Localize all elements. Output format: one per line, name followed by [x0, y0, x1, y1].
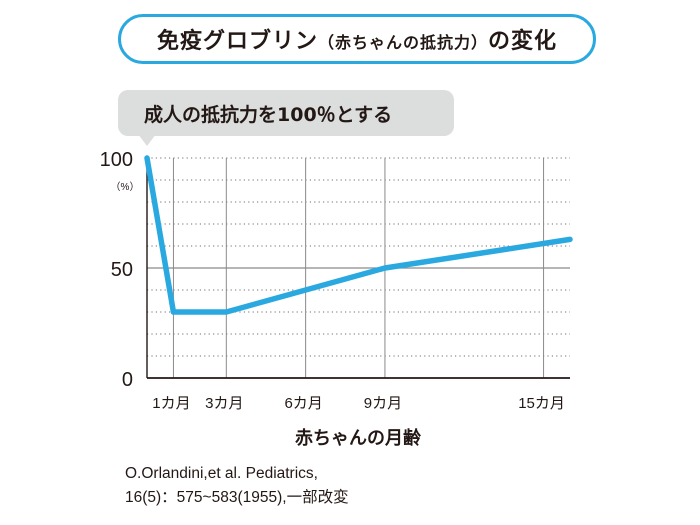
annotation-text: 成人の抵抗力を100％とする	[144, 103, 393, 126]
annotation-bubble-tail	[138, 134, 156, 146]
y-tick-label: 50	[111, 259, 133, 281]
x-tick-label: 6カ月	[284, 395, 322, 412]
annotation-bubble: 成人の抵抗力を100％とする	[118, 90, 454, 136]
x-axis-title: 赤ちゃんの月齢	[295, 427, 422, 449]
y-axis-unit-label: （%）	[111, 181, 140, 193]
series-line	[144, 155, 573, 315]
y-tick-label: 100	[100, 149, 133, 171]
citation: O.Orlandini,et al. Pediatrics, 16(5)：575…	[125, 462, 349, 510]
citation-line-1: O.Orlandini,et al. Pediatrics,	[125, 465, 318, 482]
chart-title: 免疫グロブリン（赤ちゃんの抵抗力）の変化	[157, 23, 557, 55]
citation-line-2: 16(5)：575~583(1955),一部改変	[125, 489, 349, 506]
chart-title-box: 免疫グロブリン（赤ちゃんの抵抗力）の変化	[118, 14, 596, 64]
x-tick-label: 3カ月	[205, 395, 243, 412]
x-tick-label: 1カ月	[152, 395, 190, 412]
title-suffix: の変化	[488, 29, 558, 54]
title-main: 免疫グロブリン	[156, 29, 318, 54]
title-paren: （赤ちゃんの抵抗力）	[317, 33, 488, 52]
y-tick-label: 0	[122, 369, 133, 391]
x-tick-label: 15カ月	[518, 395, 565, 412]
x-tick-label: 9カ月	[364, 395, 402, 412]
